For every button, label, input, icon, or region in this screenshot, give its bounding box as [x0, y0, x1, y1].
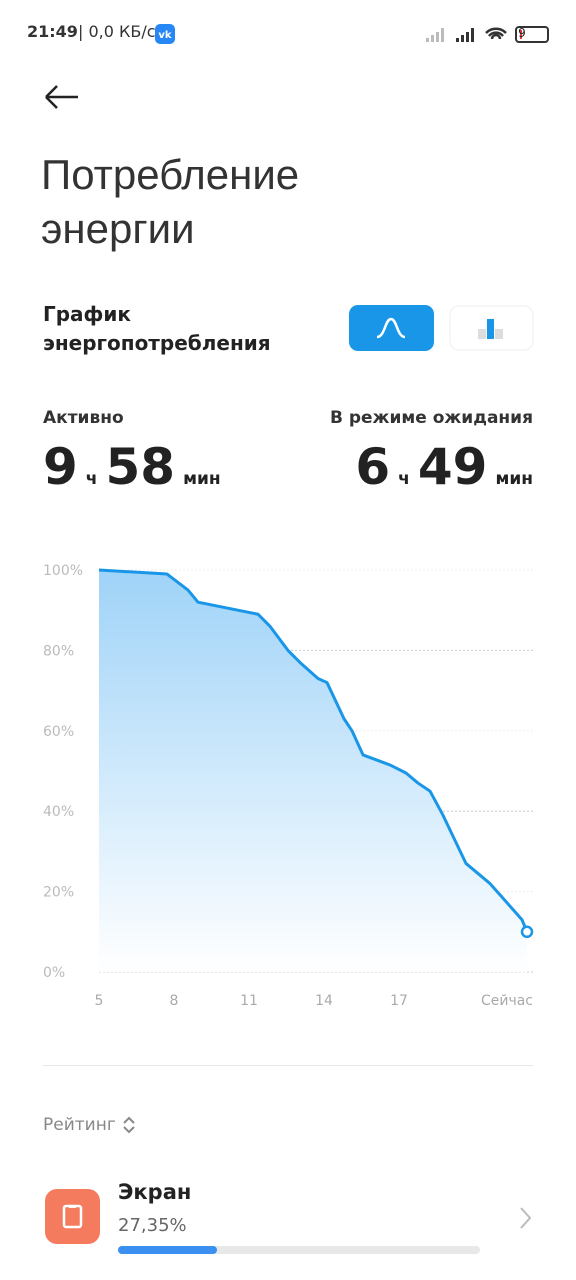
rating-label: Рейтинг [43, 1115, 116, 1135]
minutes: 49 [417, 438, 488, 496]
line-view-toggle[interactable] [349, 305, 435, 353]
app-name: Экран [118, 1180, 192, 1204]
app-percent: 27,35% [118, 1215, 187, 1236]
x-tick-label: 11 [240, 993, 258, 1009]
minutes: 58 [105, 438, 176, 496]
chevron [520, 1207, 532, 1229]
y-tick-label: 40% [43, 804, 74, 820]
divider [43, 1065, 533, 1066]
x-tick-label: Сейчас [481, 993, 533, 1009]
app-icon [45, 1189, 100, 1244]
active-label: Активно [43, 408, 124, 428]
x-tick-label: 14 [315, 993, 333, 1009]
battery-level: 9 [518, 26, 526, 40]
status-time: 21:49 [27, 22, 78, 41]
page-title: Потребление энергии [41, 151, 300, 252]
app-row[interactable]: Экран 27,35% [0, 1170, 576, 1270]
rating-sort[interactable]: Рейтинг [43, 1115, 136, 1135]
vk-icon: vk [155, 24, 175, 44]
progress-track [118, 1246, 480, 1254]
section-title: График энергопотребления [43, 302, 271, 355]
area [99, 570, 527, 972]
status-icons [426, 26, 549, 43]
svg-text:vk: vk [158, 30, 172, 41]
x-tick-label: 17 [390, 993, 408, 1009]
unit: мин [495, 469, 533, 489]
standby-label: В режиме ожидания [329, 408, 533, 428]
back-button[interactable] [44, 84, 80, 110]
hours: 9 [43, 438, 78, 496]
unit: ч [85, 469, 98, 489]
status-network: | 0,0 КБ/с [78, 22, 156, 41]
y-tick-label: 0% [43, 965, 65, 981]
x-tick-label: 8 [170, 993, 179, 1009]
end-point [520, 925, 534, 939]
progress-fill [118, 1246, 217, 1254]
unit: мин [183, 469, 221, 489]
y-tick-label: 100% [43, 563, 83, 579]
bar-view-toggle[interactable] [449, 305, 535, 353]
line [98, 568, 529, 933]
sort-icon [123, 1116, 135, 1134]
unit: ч [398, 469, 410, 489]
hours: 6 [355, 438, 391, 496]
x-tick-label: 5 [95, 993, 104, 1009]
y-tick-label: 20% [43, 885, 74, 901]
battery-chart: 0% 20% 40% 60% 80% 100% 5 8 11 14 17 Сейчас [43, 563, 534, 1009]
y-tick-label: 60% [43, 724, 74, 740]
y-tick-label: 80% [43, 643, 74, 659]
